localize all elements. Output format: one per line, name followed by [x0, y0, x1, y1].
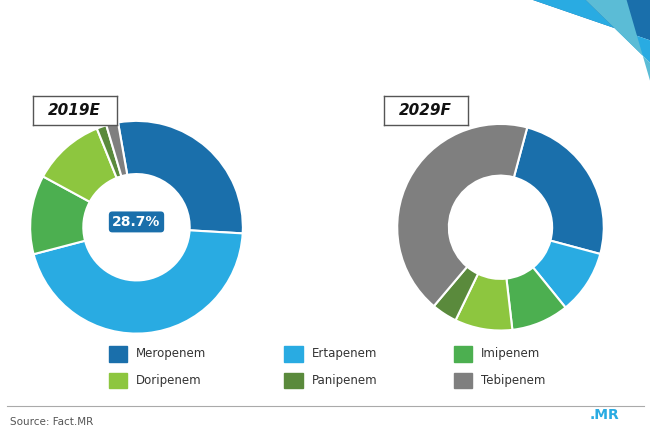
Wedge shape [434, 267, 478, 320]
Polygon shape [533, 0, 650, 62]
Wedge shape [506, 267, 566, 330]
Text: Panipenem: Panipenem [311, 374, 377, 387]
Text: Imipenem: Imipenem [481, 347, 540, 361]
Text: Ertapenem: Ertapenem [311, 347, 377, 361]
Wedge shape [107, 122, 127, 176]
Bar [109, 346, 127, 362]
Wedge shape [118, 121, 243, 233]
Wedge shape [43, 128, 117, 202]
Text: .MR: .MR [590, 408, 619, 422]
Wedge shape [456, 274, 512, 330]
Wedge shape [97, 125, 122, 178]
Text: 28.7%: 28.7% [112, 215, 161, 229]
Wedge shape [34, 230, 242, 333]
Text: Fact: Fact [542, 408, 575, 422]
Polygon shape [586, 0, 650, 80]
Text: 2029F: 2029F [399, 103, 452, 118]
Text: CAGR of 7 %: CAGR of 7 % [265, 168, 372, 184]
Text: Doripenem: Doripenem [136, 374, 202, 387]
Text: Source: Fact.MR: Source: Fact.MR [10, 417, 93, 427]
Text: Carbapenem-based Antibiotics Market: Carbapenem-based Antibiotics Market [13, 20, 401, 38]
Bar [109, 372, 127, 388]
Bar [454, 372, 473, 388]
Wedge shape [30, 177, 90, 254]
Text: 2019E: 2019E [48, 103, 101, 118]
Polygon shape [489, 0, 650, 40]
Bar [454, 346, 473, 362]
Text: Tebipenem: Tebipenem [481, 374, 545, 387]
Wedge shape [397, 124, 527, 306]
Wedge shape [533, 241, 600, 308]
Text: Meropenem: Meropenem [136, 347, 206, 361]
Bar [284, 372, 303, 388]
Bar [284, 346, 303, 362]
Wedge shape [514, 128, 604, 254]
Text: By Product: By Product [13, 61, 124, 79]
